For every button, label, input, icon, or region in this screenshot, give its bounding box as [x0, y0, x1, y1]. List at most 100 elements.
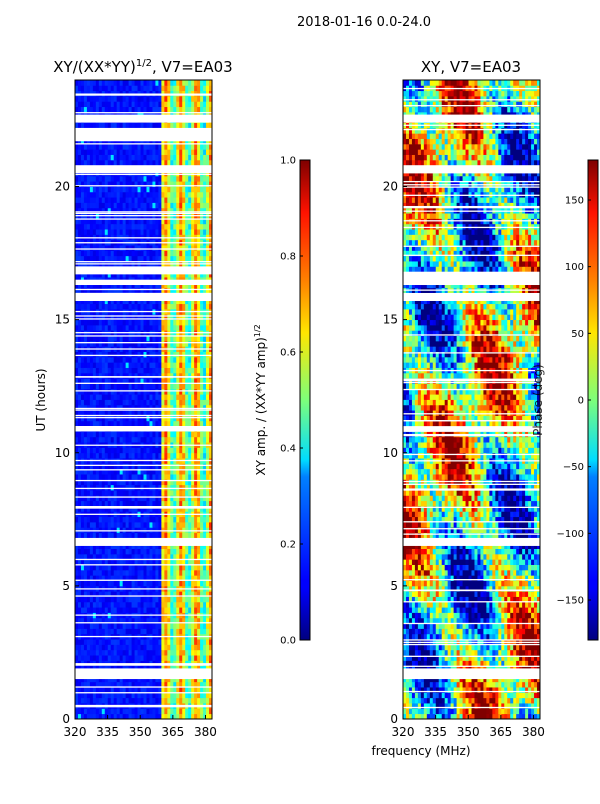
heatmap-cell [152, 484, 156, 491]
heatmap-cell [131, 388, 135, 395]
heatmap-cell [95, 149, 100, 155]
heatmap-cell [86, 474, 91, 480]
heatmap-cell [134, 218, 138, 225]
heatmap-cell [122, 207, 127, 214]
heatmap-cell [179, 506, 183, 512]
heatmap-cell [107, 468, 112, 475]
heatmap-cell [134, 500, 138, 507]
heatmap-cell [191, 383, 195, 390]
heatmap-cell [176, 596, 180, 603]
heatmap-cell [134, 181, 138, 187]
heatmap-cell [98, 468, 103, 475]
heatmap-cell [188, 601, 192, 608]
heatmap-cell [125, 340, 130, 347]
heatmap-cell [194, 601, 198, 608]
heatmap-cell [149, 404, 153, 411]
heatmap-cell [203, 245, 207, 251]
heatmap-cell [101, 676, 106, 683]
heatmap-cell [173, 351, 177, 358]
heatmap-cell [137, 362, 141, 368]
heatmap-cell [176, 559, 180, 565]
heatmap-cell [188, 681, 192, 688]
heatmap-cell [149, 468, 153, 475]
heatmap-cell [200, 564, 204, 571]
heatmap-cell [98, 298, 103, 305]
heatmap-cell [113, 607, 118, 613]
heatmap-cell [128, 447, 132, 454]
heatmap-cell [101, 143, 106, 150]
heatmap-cell [128, 367, 132, 374]
heatmap-cell [173, 319, 177, 326]
heatmap-cell [197, 447, 201, 454]
heatmap-cell [197, 569, 201, 576]
heatmap-cell [98, 639, 103, 645]
heatmap-cell [125, 521, 130, 528]
heatmap-cell [86, 378, 91, 384]
heatmap-cell [203, 655, 207, 661]
left-panel: XY/(XX*YY)1/2, V7=EA03 320 335 350 365 38005… [34, 58, 233, 739]
heatmap-cell [104, 543, 109, 549]
heatmap-cell [75, 202, 79, 209]
heatmap-cell [104, 303, 109, 310]
heatmap-cell [83, 356, 88, 363]
heatmap-cell [83, 207, 88, 214]
heatmap-cell [206, 351, 210, 358]
heatmap-cell [149, 186, 153, 193]
heatmap-cell [176, 521, 180, 528]
heatmap-cell [185, 490, 189, 496]
heatmap-cell [203, 154, 207, 161]
heatmap-cell [191, 569, 195, 576]
heatmap-cell [113, 463, 118, 470]
heatmap-cell [122, 607, 127, 613]
heatmap-cell [200, 553, 204, 560]
heatmap-cell [125, 580, 130, 587]
heatmap-cell [125, 287, 130, 294]
heatmap-cell [152, 197, 156, 203]
heatmap-cell [137, 463, 141, 470]
heatmap-cell [125, 298, 130, 305]
heatmap-cell [188, 362, 192, 368]
heatmap-cell [89, 623, 94, 629]
heatmap-cell [77, 628, 82, 635]
heatmap-cell [104, 500, 109, 507]
heatmap-cell [122, 676, 127, 683]
heatmap-cell [128, 623, 132, 629]
heatmap-cell [101, 713, 106, 719]
heatmap-cell [101, 399, 106, 406]
heatmap-cell [95, 202, 100, 209]
heatmap-cell [122, 596, 127, 603]
heatmap-cell [149, 447, 153, 454]
heatmap-cell [107, 532, 112, 539]
heatmap-cell [101, 644, 106, 651]
heatmap-cell [149, 250, 153, 257]
heatmap-cell [110, 181, 115, 187]
heatmap-cell [161, 388, 165, 395]
heatmap-cell [158, 697, 162, 704]
heatmap-cell [173, 223, 177, 230]
heatmap-cell [140, 372, 144, 379]
heatmap-cell [95, 394, 100, 400]
heatmap-cell [128, 351, 132, 358]
heatmap-cell [92, 569, 97, 576]
heatmap-cell [158, 229, 162, 235]
heatmap-cell [110, 623, 115, 629]
heatmap-cell [125, 601, 130, 608]
heatmap-cell [134, 543, 138, 549]
heatmap-cell [110, 676, 115, 683]
heatmap-cell [113, 692, 118, 699]
heatmap-cell [200, 708, 204, 715]
heatmap-cell [200, 250, 204, 257]
heatmap-cell [95, 628, 100, 635]
heatmap-cell [158, 298, 162, 305]
heatmap-cell [176, 463, 180, 470]
heatmap-cell [134, 596, 138, 603]
heatmap-cell [89, 474, 94, 480]
heatmap-cell [92, 639, 97, 645]
heatmap-cell [128, 159, 132, 166]
heatmap-cell [191, 463, 195, 470]
heatmap-cell [185, 463, 189, 470]
heatmap-cell [80, 548, 85, 555]
heatmap-cell [125, 575, 130, 581]
heatmap-cell [137, 138, 141, 145]
heatmap-cell [77, 191, 82, 198]
